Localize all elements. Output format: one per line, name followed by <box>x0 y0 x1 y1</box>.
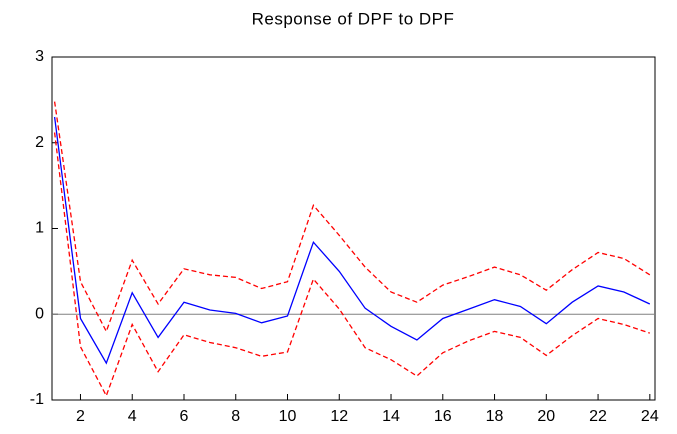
y-tick-label: 1 <box>35 220 44 237</box>
y-tick-label: 2 <box>35 134 44 151</box>
x-tick-label: 18 <box>486 408 504 425</box>
chart-title: Response of DPF to DPF <box>252 9 455 28</box>
plot-frame <box>51 56 656 401</box>
x-tick-label: 8 <box>231 408 240 425</box>
x-tick-label: 6 <box>180 408 189 425</box>
y-tick-label: -1 <box>30 391 44 408</box>
x-tick-label: 10 <box>279 408 297 425</box>
x-tick-label: 20 <box>537 408 555 425</box>
x-tick-label: 22 <box>589 408 607 425</box>
series-line <box>53 101 651 334</box>
x-tick-label: 16 <box>434 408 452 425</box>
y-tick-label: 0 <box>35 305 44 322</box>
x-tick-label: 12 <box>330 408 348 425</box>
series-line <box>53 132 651 398</box>
x-tick-label: 24 <box>641 408 659 425</box>
series-line <box>53 116 651 365</box>
y-tick-label: 3 <box>35 48 44 65</box>
x-tick-label: 14 <box>382 408 400 425</box>
x-tick-label: 4 <box>128 408 137 425</box>
x-tick-label: 2 <box>76 408 85 425</box>
